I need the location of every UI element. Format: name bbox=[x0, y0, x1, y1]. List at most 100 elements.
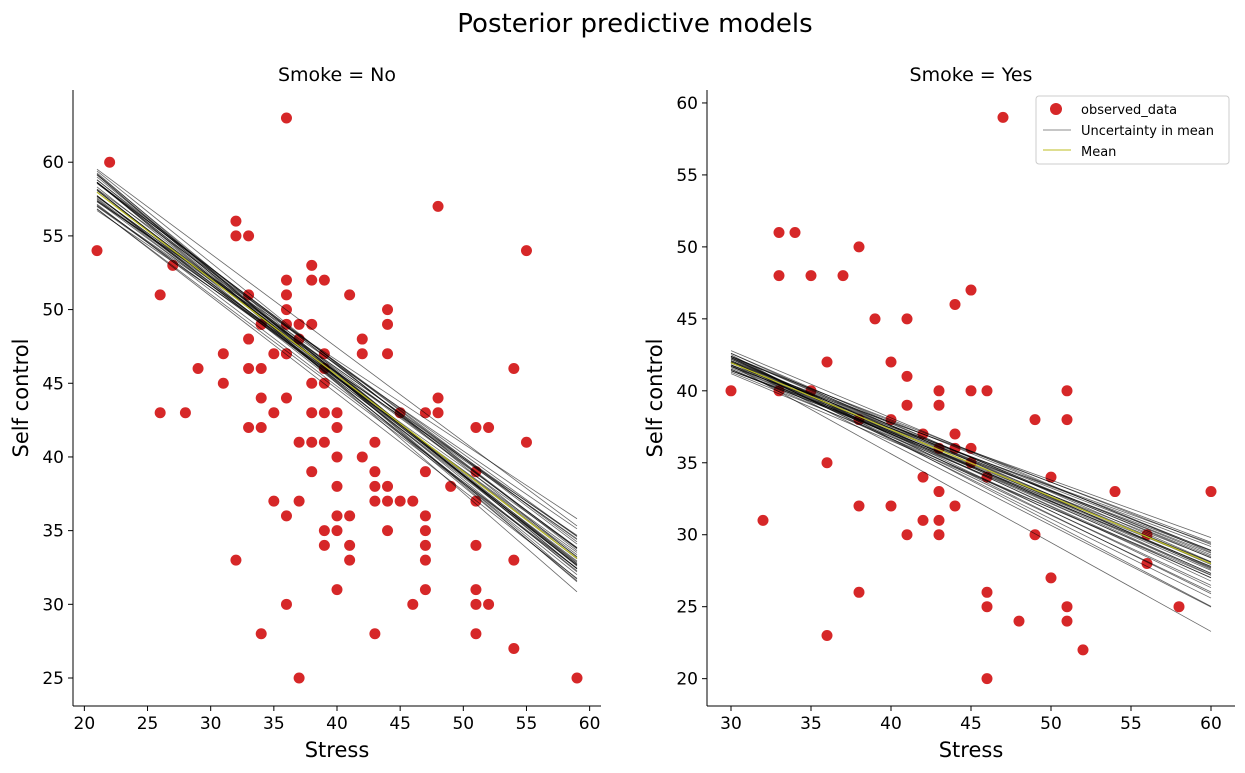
observed-point bbox=[419, 466, 431, 478]
panel-smoke-no: Smoke = No Stress Self control 20 25 30 35 4… bbox=[9, 64, 601, 762]
mean-line bbox=[730, 362, 1212, 565]
legend-observed-marker bbox=[1050, 103, 1062, 115]
observed-point bbox=[981, 601, 993, 613]
observed-point bbox=[419, 554, 431, 566]
observed-point bbox=[331, 451, 343, 463]
observed-point bbox=[369, 628, 381, 640]
observed-point bbox=[483, 598, 495, 610]
y-tick-label: 30 bbox=[676, 526, 698, 546]
y-axis-label-smoke-no: Self control bbox=[9, 339, 33, 458]
observed-point bbox=[331, 525, 343, 537]
y-tick-label: 25 bbox=[42, 669, 64, 689]
observed-point bbox=[356, 451, 368, 463]
y-tick-label: 45 bbox=[42, 374, 64, 394]
observed-point bbox=[104, 156, 116, 168]
observed-point bbox=[901, 370, 913, 382]
uncertainty-line bbox=[730, 371, 1212, 567]
observed-point bbox=[369, 480, 381, 492]
observed-point bbox=[1109, 486, 1121, 498]
observed-point bbox=[280, 274, 292, 286]
observed-point bbox=[306, 436, 318, 448]
uncertainty-line bbox=[730, 370, 1212, 558]
observed-point bbox=[432, 392, 444, 404]
observed-point bbox=[306, 466, 318, 478]
observed-point bbox=[508, 554, 520, 566]
uncertainty-line bbox=[730, 365, 1212, 554]
panel-title-smoke-yes: Smoke = Yes bbox=[910, 64, 1033, 86]
observed-point bbox=[757, 514, 769, 526]
x-tick-label: 60 bbox=[579, 714, 601, 734]
uncertainty-line bbox=[730, 366, 1212, 569]
observed-point bbox=[192, 363, 204, 375]
uncertainty-line bbox=[96, 195, 578, 548]
observed-point bbox=[821, 629, 833, 641]
observed-point bbox=[331, 510, 343, 522]
uncertainty-line bbox=[730, 352, 1212, 563]
uncertainty-line bbox=[96, 208, 578, 579]
x-tick-label: 35 bbox=[263, 714, 285, 734]
x-axis-label-smoke-no: Stress bbox=[305, 738, 370, 762]
observed-point bbox=[520, 245, 532, 257]
observed-point bbox=[293, 672, 305, 684]
observed-point bbox=[394, 495, 406, 507]
observed-point bbox=[306, 407, 318, 419]
legend-mean-label: Mean bbox=[1081, 145, 1116, 160]
x-tick-label: 35 bbox=[800, 714, 822, 734]
observed-point bbox=[1045, 572, 1057, 584]
observed-point bbox=[280, 598, 292, 610]
uncertainty-line bbox=[96, 200, 578, 555]
observed-point bbox=[869, 313, 881, 325]
observed-point bbox=[773, 226, 785, 238]
observed-point bbox=[885, 500, 897, 512]
observed-point bbox=[997, 111, 1009, 123]
observed-point bbox=[217, 348, 229, 360]
observed-point bbox=[1205, 486, 1217, 498]
uncertainty-line bbox=[730, 357, 1212, 545]
y-tick-label: 60 bbox=[42, 153, 64, 173]
observed-point bbox=[318, 274, 330, 286]
observed-point bbox=[344, 539, 356, 551]
observed-point bbox=[280, 510, 292, 522]
observed-point bbox=[917, 514, 929, 526]
observed-point bbox=[885, 356, 897, 368]
observed-point bbox=[280, 289, 292, 301]
observed-point bbox=[933, 514, 945, 526]
observed-point bbox=[255, 392, 267, 404]
x-tick-label: 20 bbox=[74, 714, 96, 734]
observed-point bbox=[255, 363, 267, 375]
uncertainty-line bbox=[96, 195, 578, 562]
observed-point bbox=[917, 471, 929, 483]
x-axis-label-smoke-yes: Stress bbox=[939, 738, 1004, 762]
panel-smoke-yes: Smoke = Yes Stress Self control 30 35 40 45… bbox=[643, 64, 1235, 762]
legend-observed-label: observed_data bbox=[1081, 103, 1177, 118]
uncertainty-line bbox=[96, 174, 578, 593]
observed-point bbox=[293, 318, 305, 330]
uncertainty-line bbox=[96, 200, 578, 530]
y-tick-label: 45 bbox=[676, 310, 698, 330]
observed-point bbox=[407, 495, 419, 507]
observed-point bbox=[154, 407, 166, 419]
observed-point bbox=[243, 333, 255, 345]
uncertainty-line bbox=[730, 361, 1212, 608]
observed-point bbox=[280, 112, 292, 124]
observed-point bbox=[1061, 414, 1073, 426]
observed-point bbox=[419, 510, 431, 522]
observed-point bbox=[331, 421, 343, 433]
uncertainty-line bbox=[730, 373, 1212, 576]
observed-point bbox=[243, 363, 255, 375]
observed-point bbox=[318, 436, 330, 448]
observed-point bbox=[382, 348, 394, 360]
uncertainty-line bbox=[96, 168, 578, 527]
y-tick-label: 60 bbox=[676, 94, 698, 114]
y-tick-label: 40 bbox=[42, 448, 64, 468]
y-tick-label: 40 bbox=[676, 382, 698, 402]
observed-point bbox=[1013, 615, 1025, 627]
y-axis-label-smoke-yes: Self control bbox=[643, 339, 667, 458]
observed-point bbox=[901, 529, 913, 541]
observed-point bbox=[483, 421, 495, 433]
observed-point bbox=[821, 457, 833, 469]
observed-point bbox=[318, 525, 330, 537]
uncertainty-line bbox=[730, 361, 1212, 543]
observed-point bbox=[344, 289, 356, 301]
x-tick-label: 55 bbox=[1120, 714, 1142, 734]
